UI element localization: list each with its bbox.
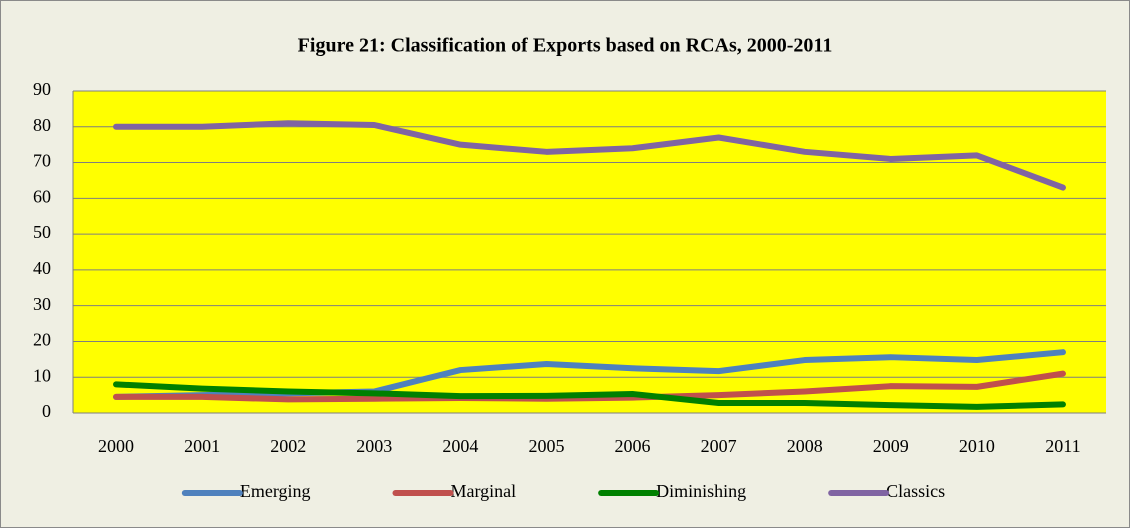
x-tick-label: 2010: [959, 436, 995, 456]
x-tick-label: 2002: [270, 436, 306, 456]
chart-title: Figure 21: Classification of Exports bas…: [298, 35, 833, 57]
y-tick-label: 30: [33, 294, 51, 314]
series-line: [113, 120, 1066, 191]
x-tick-label: 2011: [1045, 436, 1080, 456]
x-tick-label: 2000: [98, 436, 134, 456]
legend-label: Diminishing: [656, 481, 746, 501]
x-tick-label: 2006: [615, 436, 651, 456]
x-tick-label: 2005: [528, 436, 564, 456]
y-tick-label: 50: [33, 222, 51, 242]
series-line: [113, 381, 1066, 410]
x-tick-label: 2004: [442, 436, 478, 456]
series-line: [113, 370, 1066, 403]
y-tick-label: 20: [33, 330, 51, 350]
x-tick-label: 2008: [787, 436, 823, 456]
x-tick-label: 2003: [356, 436, 392, 456]
x-tick-label: 2007: [701, 436, 737, 456]
y-tick-label: 90: [33, 79, 51, 99]
y-tick-label: 80: [33, 115, 51, 135]
y-tick-label: 70: [33, 151, 51, 171]
y-tick-label: 60: [33, 186, 51, 206]
legend-label: Emerging: [240, 481, 311, 501]
x-tick-label: 2001: [184, 436, 220, 456]
legend-label: Classics: [886, 481, 945, 501]
y-tick-label: 10: [33, 365, 51, 385]
y-tick-label: 0: [42, 401, 51, 421]
y-tick-label: 40: [33, 258, 51, 278]
legend-label: Marginal: [450, 481, 516, 501]
x-tick-label: 2009: [873, 436, 909, 456]
